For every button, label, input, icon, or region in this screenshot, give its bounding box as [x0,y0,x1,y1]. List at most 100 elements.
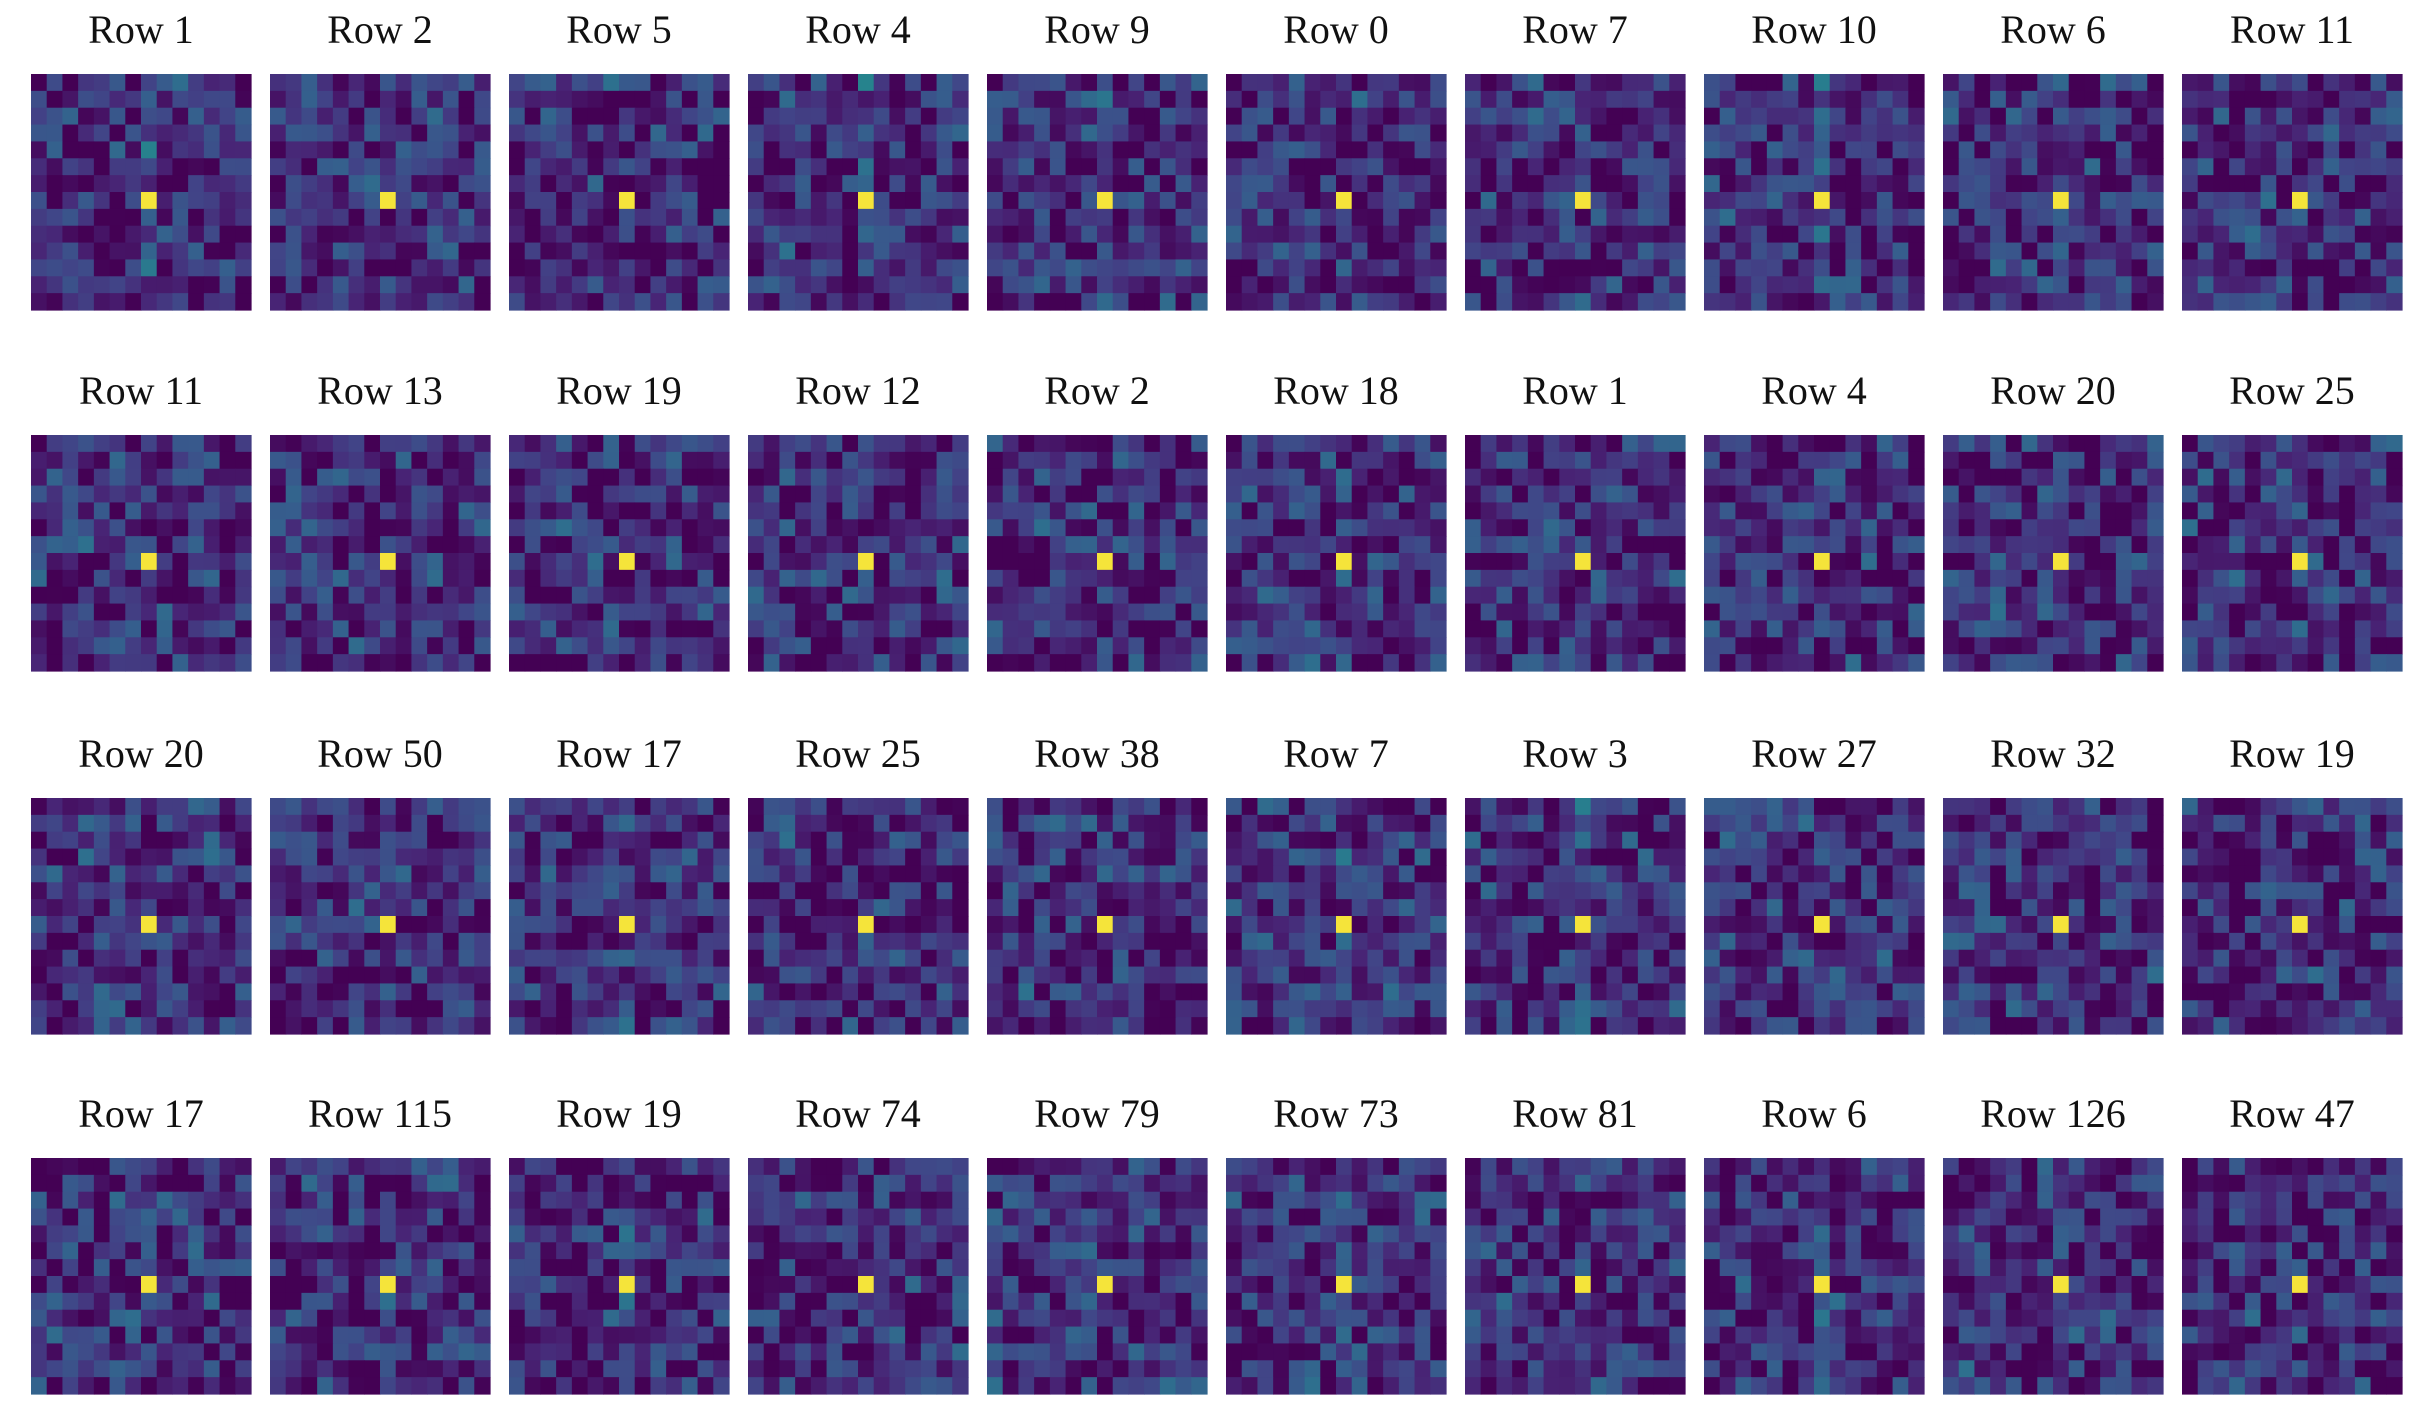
heatmap-cell [889,966,906,985]
heatmap-cell [603,74,620,92]
heatmap-cell [1398,451,1416,470]
heatmap-cell [2229,620,2246,638]
heatmap-cell [219,798,236,816]
heatmap-cell [681,175,699,193]
heatmap-cell [78,536,95,554]
heatmap-cell [78,899,95,917]
heatmap-cell [2307,553,2325,571]
heatmap-cell [873,798,891,816]
heatmap-cell [156,141,174,159]
heatmap-cell [920,468,938,487]
heatmap-cell [411,865,428,883]
heatmap-cell [952,468,969,487]
heatmap-cell [2084,637,2101,655]
heatmap-cell [1288,553,1306,571]
heatmap-cell [873,242,891,261]
heatmap-cell [1034,848,1051,867]
heatmap-cell [2370,603,2387,622]
heatmap-cell [1049,536,1067,554]
heatmap-cell [2276,293,2293,311]
heatmap-cell [779,586,796,605]
heatmap-cell [524,225,542,244]
heatmap-cell [1002,814,1020,833]
heatmap-cell [1990,519,2007,537]
heatmap-cell [873,435,891,453]
heatmap-cell [2292,225,2309,244]
heatmap-cell [1704,175,1721,193]
heatmap-cell [1367,90,1384,109]
heatmap-cell [411,435,428,453]
heatmap-cell [587,242,604,261]
heatmap-cell [1527,519,1545,537]
heatmap-cell [2115,208,2133,227]
heatmap-cell [1430,569,1447,588]
heatmap-cell [1097,451,1114,470]
heatmap-cell [172,831,189,850]
heatmap-cell [2053,536,2070,554]
heatmap-cell [2037,242,2054,261]
heatmap-cell [78,435,95,453]
heatmap-cell [1049,949,1067,968]
heatmap-cell [1637,603,1655,622]
heatmap-cell [1876,519,1894,537]
heatmap-cell [1144,899,1161,917]
heatmap-cell [31,468,48,487]
heatmap-cell [748,865,765,883]
heatmap-cell [1175,141,1192,159]
heatmap-cell [188,124,205,143]
heatmap-cell [2147,451,2164,470]
heatmap-cell [1144,865,1161,883]
heatmap-cell [46,225,64,244]
heatmap-cell [348,798,365,816]
heatmap-cell [125,966,142,985]
heatmap-cell [748,485,765,504]
heatmap-cell [858,553,875,571]
heatmap-cell [1430,451,1447,470]
heatmap-cell [1543,485,1560,504]
heatmap-cell [2147,519,2164,537]
heatmap-cell [1226,637,1243,655]
heatmap-cell [1465,276,1482,294]
heatmap-cell [1128,831,1145,850]
heatmap-cell [2323,276,2340,294]
heatmap-cell [713,848,730,867]
heatmap-cell [2339,586,2356,605]
heatmap-cell [2084,74,2101,92]
heatmap-cell [858,536,875,554]
heatmap-cell [810,208,828,227]
heatmap-cell [285,175,303,193]
heatmap-cell [873,553,891,571]
heatmap-cell [587,208,604,227]
heatmap-cell [285,831,303,850]
heatmap-cell [920,654,938,672]
heatmap-cell [1751,107,1768,126]
heatmap-cell [2386,242,2403,261]
heatmap-cell [395,848,413,867]
heatmap-cell [1304,225,1321,244]
heatmap-cell [2197,259,2215,277]
heatmap-cell [235,485,252,504]
heatmap-cell [842,932,859,951]
heatmap-cell [1351,536,1369,554]
heatmap-cell [842,553,859,571]
heatmap-cell [2244,225,2262,244]
heatmap-cell [2276,208,2293,227]
heatmap-cell [1622,485,1639,504]
heatmap-cell [1097,192,1114,210]
heatmap-cell [1814,654,1831,672]
heatmap-cell [317,141,334,159]
heatmap-cell [1002,798,1020,816]
heatmap-cell [1128,451,1145,470]
heatmap-cell [1958,485,1976,504]
heatmap-cell [1653,192,1670,210]
heatmap-cell [1097,90,1114,109]
heatmap-cell [78,90,95,109]
heatmap-cell [1559,553,1576,571]
heatmap-cell [524,90,542,109]
heatmap-cell [889,435,906,453]
heatmap-cell [634,620,652,638]
heatmap-cell [411,259,428,277]
heatmap-cell [141,158,158,176]
heatmap-cell [332,603,350,622]
heatmap-cell [62,124,79,143]
